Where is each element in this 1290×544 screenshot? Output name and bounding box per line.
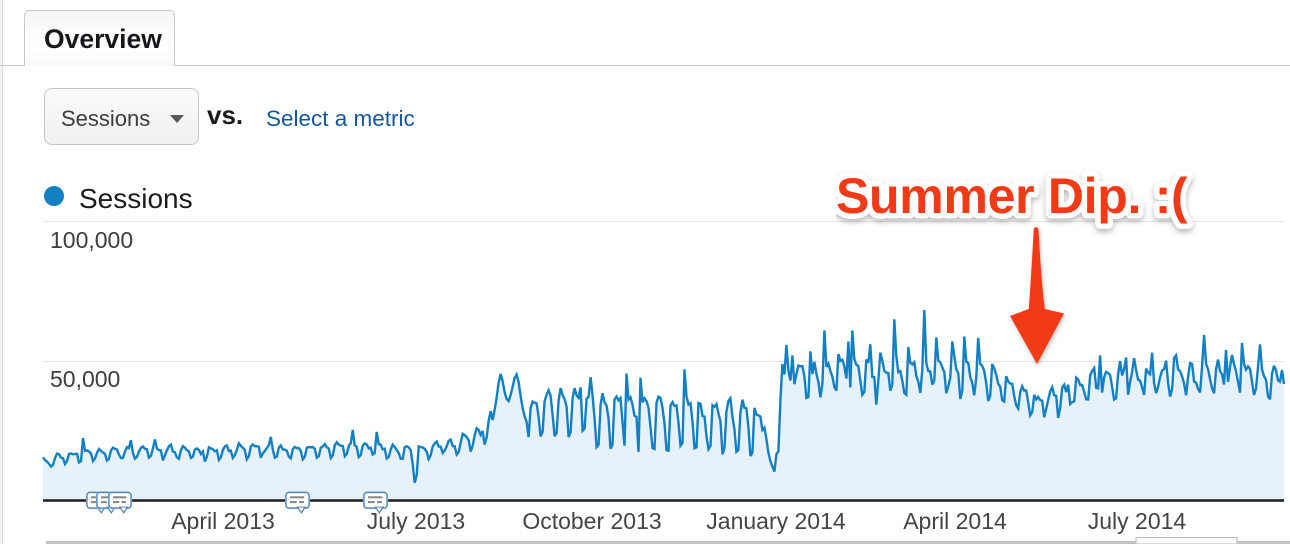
- svg-text:Summer Dip. :(: Summer Dip. :(: [836, 168, 1188, 224]
